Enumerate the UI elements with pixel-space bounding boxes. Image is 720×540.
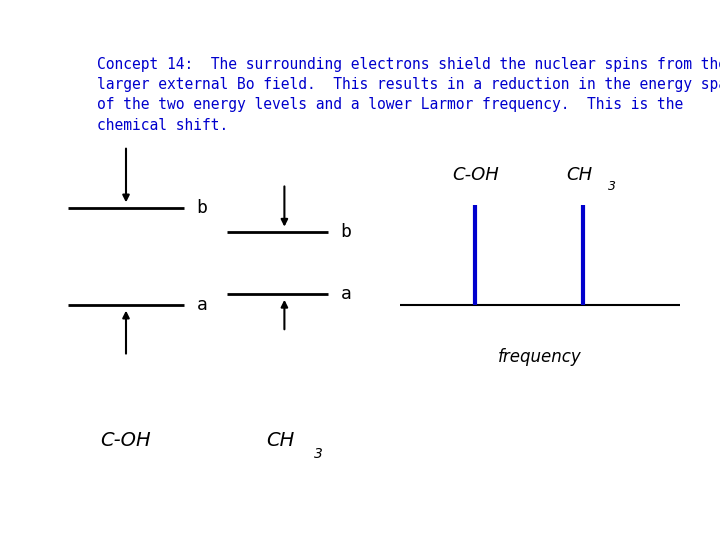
Text: a: a <box>197 296 207 314</box>
Text: C-OH: C-OH <box>101 430 151 450</box>
Text: a: a <box>341 285 351 303</box>
Text: CH: CH <box>266 430 295 450</box>
Text: frequency: frequency <box>498 348 582 366</box>
Text: 3: 3 <box>608 180 616 193</box>
Text: Concept 14:  The surrounding electrons shield the nuclear spins from the
larger : Concept 14: The surrounding electrons sh… <box>97 57 720 133</box>
Text: b: b <box>197 199 207 217</box>
Text: CH: CH <box>567 166 593 184</box>
Text: b: b <box>341 223 351 241</box>
Text: 3: 3 <box>314 447 323 461</box>
Text: C-OH: C-OH <box>452 166 498 184</box>
